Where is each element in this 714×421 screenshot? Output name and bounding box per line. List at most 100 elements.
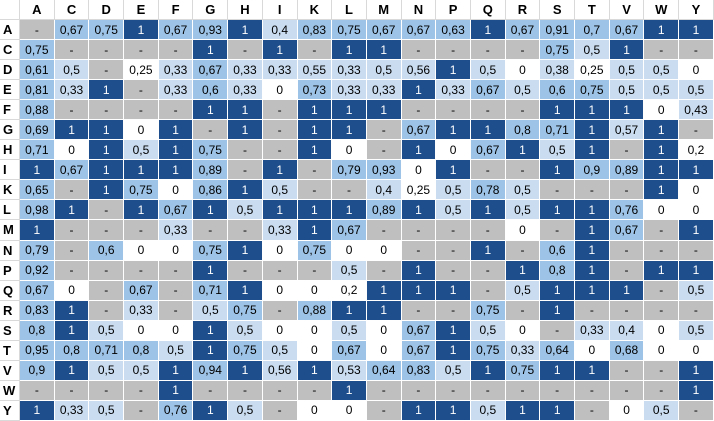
data-cell: 1 (401, 280, 437, 301)
data-cell: 1 (540, 160, 575, 181)
data-cell: - (124, 100, 159, 121)
data-cell: - (436, 40, 471, 61)
column-header: W (644, 0, 680, 20)
data-cell: 0,5 (644, 60, 680, 81)
data-cell: 0 (124, 120, 159, 141)
data-cell: - (262, 260, 298, 281)
column-header: R (505, 0, 541, 20)
data-cell: 0,5 (679, 320, 714, 341)
data-cell: 0,75 (228, 300, 263, 321)
data-cell: - (124, 260, 159, 281)
row-header: A (0, 20, 20, 41)
data-cell: - (505, 160, 541, 181)
data-cell: 0,67 (401, 340, 437, 361)
data-cell: 0,43 (679, 100, 714, 121)
data-cell: 0,25 (124, 60, 159, 81)
data-cell: 0,9 (20, 360, 55, 381)
data-cell: 0,83 (401, 360, 437, 381)
data-cell: - (644, 220, 680, 241)
data-cell: 0 (332, 140, 367, 161)
column-header: V (609, 0, 645, 20)
data-cell: 1 (20, 160, 55, 181)
data-cell: 0 (644, 200, 680, 221)
data-cell: 0,5 (228, 200, 263, 221)
data-cell: 0 (262, 80, 298, 101)
data-cell: 0,33 (54, 400, 90, 421)
row-header: F (0, 100, 20, 121)
data-cell: 1 (575, 120, 610, 141)
data-cell: - (644, 40, 680, 61)
data-cell: 0,5 (644, 400, 680, 421)
data-cell: - (54, 260, 90, 281)
data-cell: 0,67 (470, 140, 506, 161)
data-cell: 0,75 (193, 140, 229, 161)
row-header: M (0, 220, 20, 241)
data-cell: - (366, 400, 402, 421)
data-cell: 0,6 (89, 240, 125, 261)
data-cell: 1 (679, 220, 714, 241)
data-cell: 1 (470, 240, 506, 261)
data-cell: 0,5 (54, 60, 90, 81)
data-cell: 0 (436, 140, 471, 161)
data-cell: 0 (297, 340, 333, 361)
data-cell: 1 (575, 240, 610, 261)
data-cell: 0,9 (575, 160, 610, 181)
data-cell: - (401, 300, 437, 321)
row-header: S (0, 320, 20, 341)
data-cell: - (470, 220, 506, 241)
data-cell: - (679, 300, 714, 321)
data-cell: 0,89 (193, 160, 229, 181)
data-cell: 0,75 (124, 180, 159, 201)
data-cell: - (401, 380, 437, 401)
data-cell: - (609, 360, 645, 381)
data-cell: - (89, 60, 125, 81)
data-cell: 0,98 (20, 200, 55, 221)
data-cell: 1 (609, 40, 645, 61)
data-cell: 0,6 (540, 240, 575, 261)
data-cell: 0,67 (332, 220, 367, 241)
data-cell: 1 (575, 260, 610, 281)
data-cell: 0,5 (124, 360, 159, 381)
data-cell: 1 (297, 140, 333, 161)
data-cell: 1 (193, 260, 229, 281)
data-cell: 0,67 (124, 280, 159, 301)
row-header: I (0, 160, 20, 181)
column-header: E (124, 0, 159, 20)
data-cell: 1 (20, 400, 55, 421)
data-cell: 0,67 (401, 320, 437, 341)
data-cell: 0,2 (679, 140, 714, 161)
data-cell: 0 (679, 180, 714, 201)
row-header: P (0, 260, 20, 281)
data-cell: - (366, 140, 402, 161)
data-cell: 0,5 (470, 400, 506, 421)
data-cell: - (644, 280, 680, 301)
data-cell: - (262, 100, 298, 121)
data-cell: 0 (158, 320, 194, 341)
column-header: F (158, 0, 194, 20)
data-cell: 1 (193, 400, 229, 421)
column-header: C (54, 0, 90, 20)
data-cell: 0,56 (262, 360, 298, 381)
data-cell: 1 (366, 40, 402, 61)
data-cell: - (262, 300, 298, 321)
data-cell: 0,67 (54, 160, 90, 181)
data-cell: 0 (262, 320, 298, 341)
data-cell: 1 (505, 400, 541, 421)
data-cell: 1 (297, 120, 333, 141)
data-cell: 0,4 (366, 180, 402, 201)
data-cell: - (54, 40, 90, 61)
data-cell: - (297, 260, 333, 281)
data-cell: 0 (332, 240, 367, 261)
column-header: K (297, 0, 333, 20)
data-cell: 0,33 (332, 60, 367, 81)
data-cell: - (679, 40, 714, 61)
data-cell: 1 (54, 360, 90, 381)
data-cell: 1 (401, 80, 437, 101)
data-cell: - (124, 40, 159, 61)
data-cell: 0,33 (158, 80, 194, 101)
data-cell: 1 (228, 360, 263, 381)
data-cell: 0,33 (436, 80, 471, 101)
data-cell: 0,33 (158, 220, 194, 241)
data-cell: 0 (158, 240, 194, 261)
data-cell: - (609, 380, 645, 401)
